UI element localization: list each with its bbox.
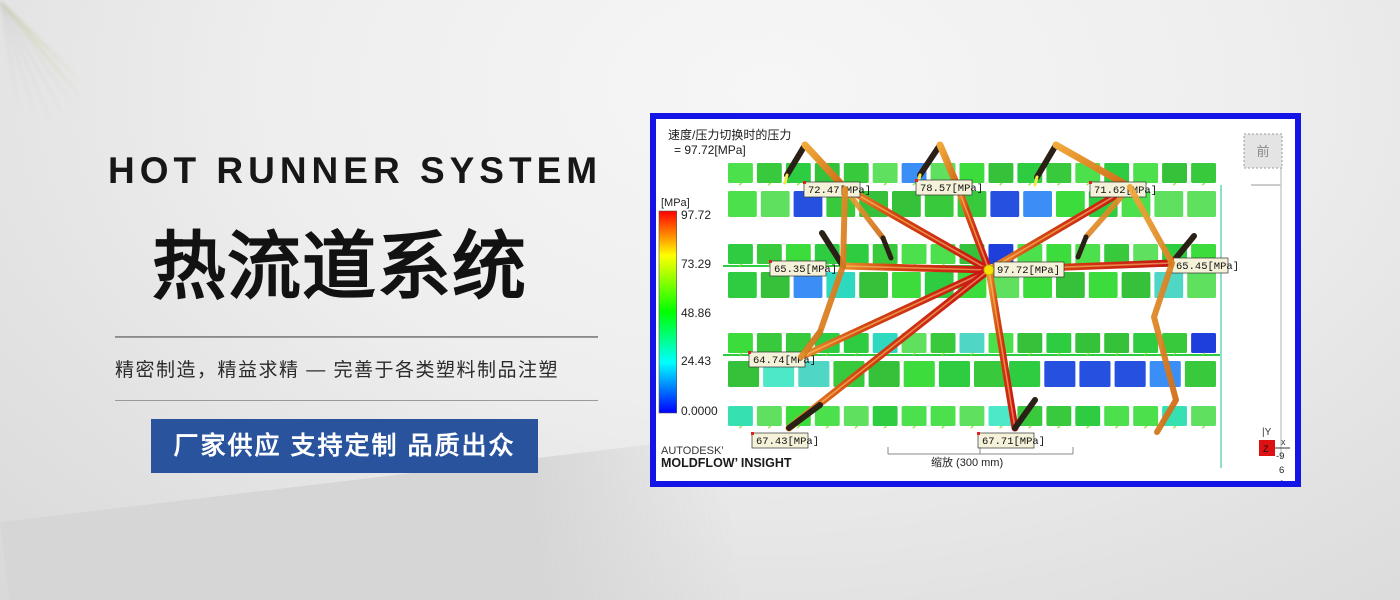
svg-text:-9: -9 bbox=[1276, 451, 1284, 462]
svg-text:6: 6 bbox=[1279, 465, 1284, 476]
svg-text:65.45[MPa]: 65.45[MPa] bbox=[1176, 261, 1239, 273]
svg-text:67.71[MPa]: 67.71[MPa] bbox=[982, 436, 1045, 448]
svg-text:97.72[MPa]: 97.72[MPa] bbox=[997, 265, 1060, 277]
svg-text:0.0000: 0.0000 bbox=[681, 404, 718, 418]
svg-text:48.86: 48.86 bbox=[681, 306, 711, 320]
svg-text:Z: Z bbox=[1263, 444, 1269, 454]
svg-text:缩放 (300 mm): 缩放 (300 mm) bbox=[931, 455, 1003, 469]
svg-text:64.74[MPa]: 64.74[MPa] bbox=[753, 355, 816, 367]
svg-text:78.57[MPa]: 78.57[MPa] bbox=[920, 183, 983, 195]
svg-text:73.29: 73.29 bbox=[681, 257, 711, 271]
svg-text:72.47[MPa]: 72.47[MPa] bbox=[808, 185, 871, 197]
svg-text:97.72: 97.72 bbox=[681, 208, 711, 222]
svg-text:= 97.72[MPa]: = 97.72[MPa] bbox=[674, 143, 746, 157]
svg-text:67.43[MPa]: 67.43[MPa] bbox=[756, 436, 819, 448]
svg-text:MOLDFLOW’ INSIGHT: MOLDFLOW’ INSIGHT bbox=[661, 456, 792, 470]
svg-text:24.43: 24.43 bbox=[681, 354, 711, 368]
svg-text:65.35[MPa]: 65.35[MPa] bbox=[774, 264, 837, 276]
svg-text:前: 前 bbox=[1256, 144, 1269, 159]
svg-text:|Y: |Y bbox=[1262, 427, 1272, 438]
svg-text:-0: -0 bbox=[1276, 479, 1284, 481]
svg-text:x: x bbox=[1281, 437, 1286, 447]
svg-text:71.62[MPa]: 71.62[MPa] bbox=[1094, 185, 1157, 197]
svg-text:速度/压力切换时的压力: 速度/压力切换时的压力 bbox=[668, 127, 791, 142]
